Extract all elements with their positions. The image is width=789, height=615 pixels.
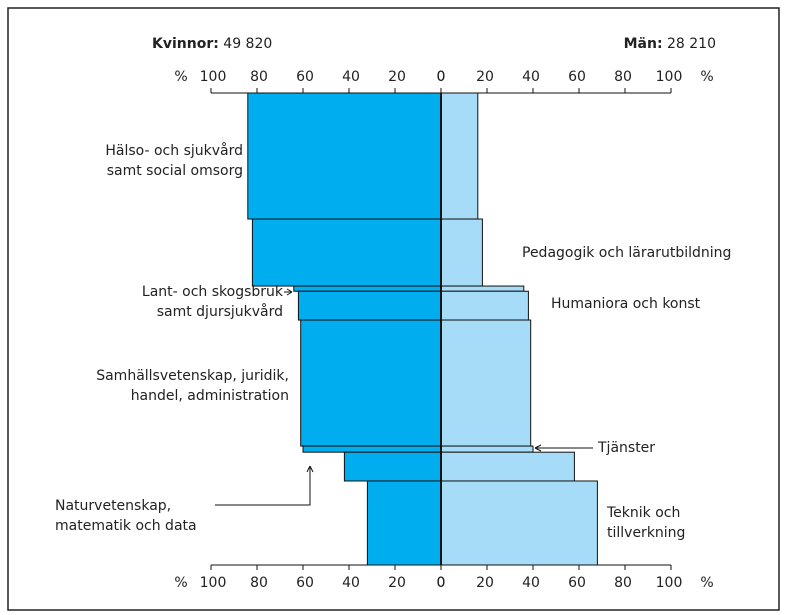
- tick-label: 20: [476, 575, 494, 591]
- category-label: matematik och data: [55, 518, 197, 534]
- tick-label: 0: [437, 575, 446, 591]
- bar-men: [440, 451, 575, 482]
- axis-unit-left: %: [174, 575, 187, 591]
- category-label: Lant- och skogsbruk: [142, 284, 284, 300]
- tick-label: 40: [522, 575, 540, 591]
- tick-label: 40: [522, 69, 540, 85]
- bar-men: [440, 290, 529, 321]
- tick-label: 100: [200, 575, 227, 591]
- bar-women: [302, 445, 442, 453]
- women-title: Kvinnor:: [152, 36, 219, 52]
- bar-men: [440, 92, 479, 220]
- category-label: Hälso- och sjukvård: [105, 142, 243, 159]
- bar-women: [293, 285, 442, 292]
- bar-women: [343, 451, 442, 482]
- category-label: Tjänster: [597, 440, 655, 456]
- tick-label: 100: [656, 69, 683, 85]
- header-women: Kvinnor: 49 820: [152, 36, 272, 52]
- category-label: Teknik och: [606, 505, 680, 521]
- bar-men: [440, 285, 525, 292]
- tick-label: 20: [388, 575, 406, 591]
- tick-label: 80: [250, 69, 268, 85]
- bar-women: [297, 290, 442, 321]
- tick-label: 80: [250, 575, 268, 591]
- category-label: handel, administration: [131, 388, 289, 404]
- bar-women: [366, 480, 442, 566]
- tick-label: 60: [568, 575, 586, 591]
- category-label: Samhällsvetenskap, juridik,: [96, 368, 289, 384]
- tick-label: 100: [200, 69, 227, 85]
- tick-label: 100: [656, 575, 683, 591]
- tick-label: 20: [476, 69, 494, 85]
- bar-men: [440, 218, 483, 287]
- leader: [284, 288, 293, 296]
- category-label: samt social omsorg: [107, 163, 243, 179]
- axis-unit-right: %: [700, 575, 713, 591]
- men-total: 28 210: [667, 36, 716, 52]
- tick-label: 80: [614, 69, 632, 85]
- axis-unit-right: %: [700, 69, 713, 85]
- tick-label: 0: [437, 69, 446, 85]
- men-title: Män:: [624, 36, 663, 52]
- bar-women: [300, 319, 442, 447]
- tick-label: 40: [342, 69, 360, 85]
- tick-label: 0: [437, 575, 446, 591]
- category-label: Naturvetenskap,: [55, 498, 171, 514]
- axis-unit-left: %: [174, 69, 187, 85]
- leader: [534, 444, 593, 452]
- tick-label: 60: [296, 69, 314, 85]
- category-label: Pedagogik och lärarutbildning: [522, 245, 731, 261]
- tick-label: 80: [614, 575, 632, 591]
- tick-label: 60: [568, 69, 586, 85]
- bar-men: [440, 480, 598, 566]
- bar-women: [247, 92, 442, 220]
- women-total: 49 820: [223, 36, 272, 52]
- tick-label: 60: [296, 575, 314, 591]
- tick-label: 20: [388, 69, 406, 85]
- tick-label: 0: [437, 69, 446, 85]
- category-label: samt djursjukvård: [157, 303, 283, 320]
- header-men: Män: 28 210: [624, 36, 716, 52]
- category-label: Humaniora och konst: [551, 296, 701, 312]
- bar-women: [251, 218, 442, 287]
- bar-men: [440, 319, 532, 447]
- leader: [215, 465, 314, 506]
- category-label: tillverkning: [607, 525, 685, 541]
- tick-label: 40: [342, 575, 360, 591]
- bar-men: [440, 445, 534, 453]
